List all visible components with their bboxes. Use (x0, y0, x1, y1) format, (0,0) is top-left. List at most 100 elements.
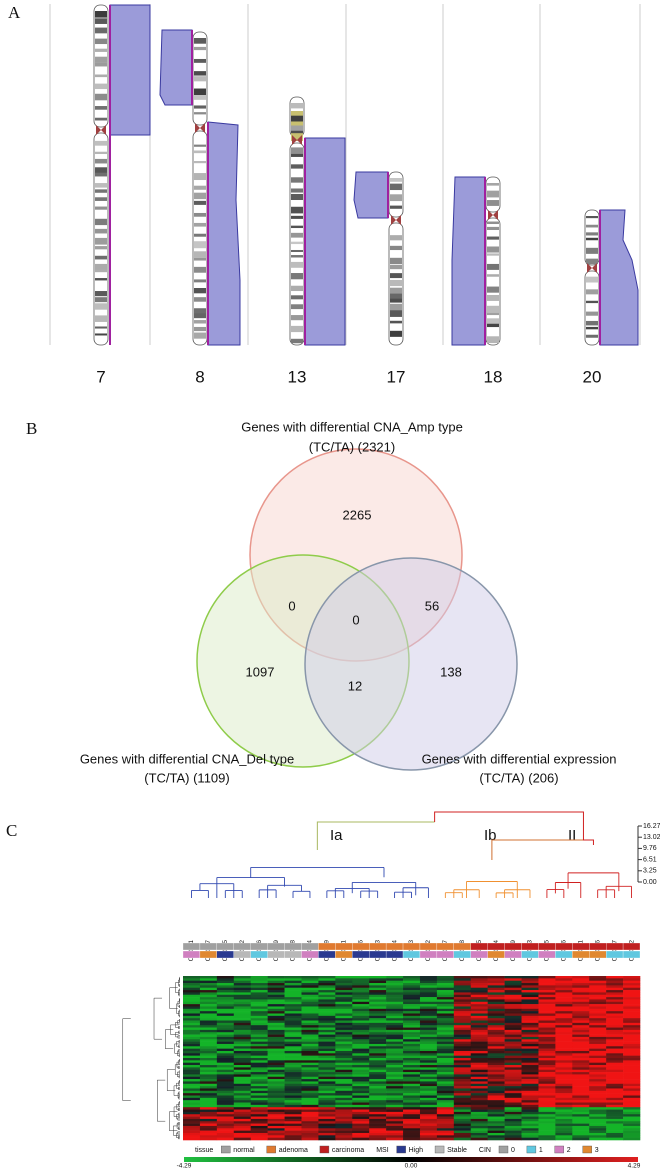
heatmap-cell (487, 1076, 505, 1080)
annotation-cell (318, 950, 336, 959)
heatmap-cell (183, 1109, 201, 1113)
heatmap-cell (606, 1060, 624, 1063)
heatmap-cell (318, 1006, 336, 1010)
heatmap-cell (183, 1013, 201, 1017)
chromosome-band (95, 291, 107, 297)
heatmap-cell (199, 1072, 218, 1075)
centromere (488, 210, 498, 220)
heatmap-cell (572, 1055, 590, 1059)
heatmap-cell (538, 976, 556, 979)
heatmap-cell (487, 1104, 505, 1108)
heatmap-cell (436, 1001, 455, 1005)
heatmap-cell (504, 1058, 522, 1061)
heatmap-cell (386, 1065, 404, 1068)
heatmap-cell (284, 1032, 302, 1035)
heatmap-cell (436, 1025, 455, 1028)
heatmap-cell (301, 1086, 319, 1089)
heatmap-cell (267, 1088, 285, 1092)
heatmap-cell (453, 1114, 472, 1117)
heatmap-cell (487, 1137, 505, 1141)
legend-label: tissue (195, 1147, 213, 1154)
heatmap-cell (183, 1001, 201, 1005)
heatmap-cell (555, 1020, 573, 1024)
heatmap-cell (267, 1001, 285, 1005)
heatmap-cell (233, 1065, 252, 1068)
heatmap-cell (335, 1111, 353, 1115)
heatmap-cell (352, 1086, 370, 1089)
heatmap-cell (369, 1022, 387, 1026)
heatmap-cell (419, 999, 438, 1003)
legend-swatch (434, 1145, 445, 1154)
venn-circle (304, 557, 518, 771)
heatmap-cell (301, 1090, 319, 1094)
heatmap-cell (267, 978, 285, 981)
heatmap-cell (216, 1128, 235, 1131)
heatmap-cell (538, 1090, 556, 1094)
heatmap-cell (335, 1006, 353, 1010)
chromosome-band (95, 255, 107, 260)
heatmap-cell (318, 1055, 336, 1059)
heatmap-cell (538, 1053, 556, 1056)
heatmap-cell (436, 1088, 455, 1092)
heatmap-cell (419, 1104, 438, 1108)
heatmap-cell (335, 990, 353, 993)
centromere (391, 215, 401, 225)
heatmap-cell (301, 997, 319, 1000)
heatmap-cell (572, 990, 590, 993)
heatmap-cell (335, 1060, 353, 1063)
heatmap-cell (284, 980, 302, 984)
cluster-label: II (568, 827, 576, 844)
heatmap-cell (606, 1093, 624, 1096)
heatmap-cell (470, 1048, 488, 1052)
heatmap-cell (470, 1107, 488, 1110)
heatmap-cell (318, 1004, 336, 1007)
heatmap-cell (369, 1109, 387, 1113)
heatmap-cell (589, 1088, 607, 1092)
heatmap-cell (369, 990, 387, 993)
heatmap-cell (267, 1100, 285, 1103)
heatmap-cell (487, 1048, 505, 1052)
heatmap-cell (555, 992, 573, 996)
heatmap-cell (453, 1039, 472, 1042)
heatmap-cell (504, 1041, 522, 1045)
heatmap-cell (216, 980, 235, 984)
heatmap-cell (504, 1137, 522, 1141)
legend-label: normal (233, 1147, 255, 1154)
heatmap-cell (589, 1121, 607, 1124)
heatmap-cell (436, 1065, 455, 1068)
heatmap-cell (199, 1041, 218, 1045)
heatmap-cell (216, 1125, 235, 1129)
heatmap-cell (318, 1114, 336, 1117)
annotation-cell (182, 950, 201, 959)
heatmap-cell (606, 1020, 624, 1024)
heatmap-cell (623, 1083, 641, 1087)
heatmap-cell (403, 983, 421, 986)
heatmap-cell (504, 992, 522, 996)
chromosome-band (291, 188, 303, 193)
heatmap-cell (419, 987, 438, 991)
heatmap-cell (419, 1097, 438, 1101)
heatmap-cell (335, 1107, 353, 1110)
heatmap-cell (233, 1048, 252, 1052)
heatmap-cell (538, 1107, 556, 1110)
heatmap-cell (250, 1053, 268, 1056)
heatmap-cell (521, 1086, 539, 1089)
heatmap-cell (436, 1029, 455, 1033)
chromosome-band (291, 285, 303, 292)
chromosome-band (95, 189, 107, 193)
heatmap-cell (419, 985, 438, 989)
heatmap-cell (436, 1116, 455, 1120)
heatmap-cell (335, 978, 353, 981)
heatmap-cell (436, 1072, 455, 1075)
heatmap-cell (318, 1053, 336, 1056)
heatmap-cell (250, 1029, 268, 1033)
heatmap-cell (623, 980, 641, 984)
heatmap-cell (183, 1114, 201, 1117)
heatmap-cell (606, 1006, 624, 1010)
heatmap-cell (470, 976, 488, 979)
heatmap-cell (250, 1067, 268, 1071)
heatmap-cell (369, 985, 387, 989)
heatmap-cell (521, 1004, 539, 1007)
heatmap-cell (267, 1125, 285, 1129)
heatmap-cell (183, 1008, 201, 1012)
